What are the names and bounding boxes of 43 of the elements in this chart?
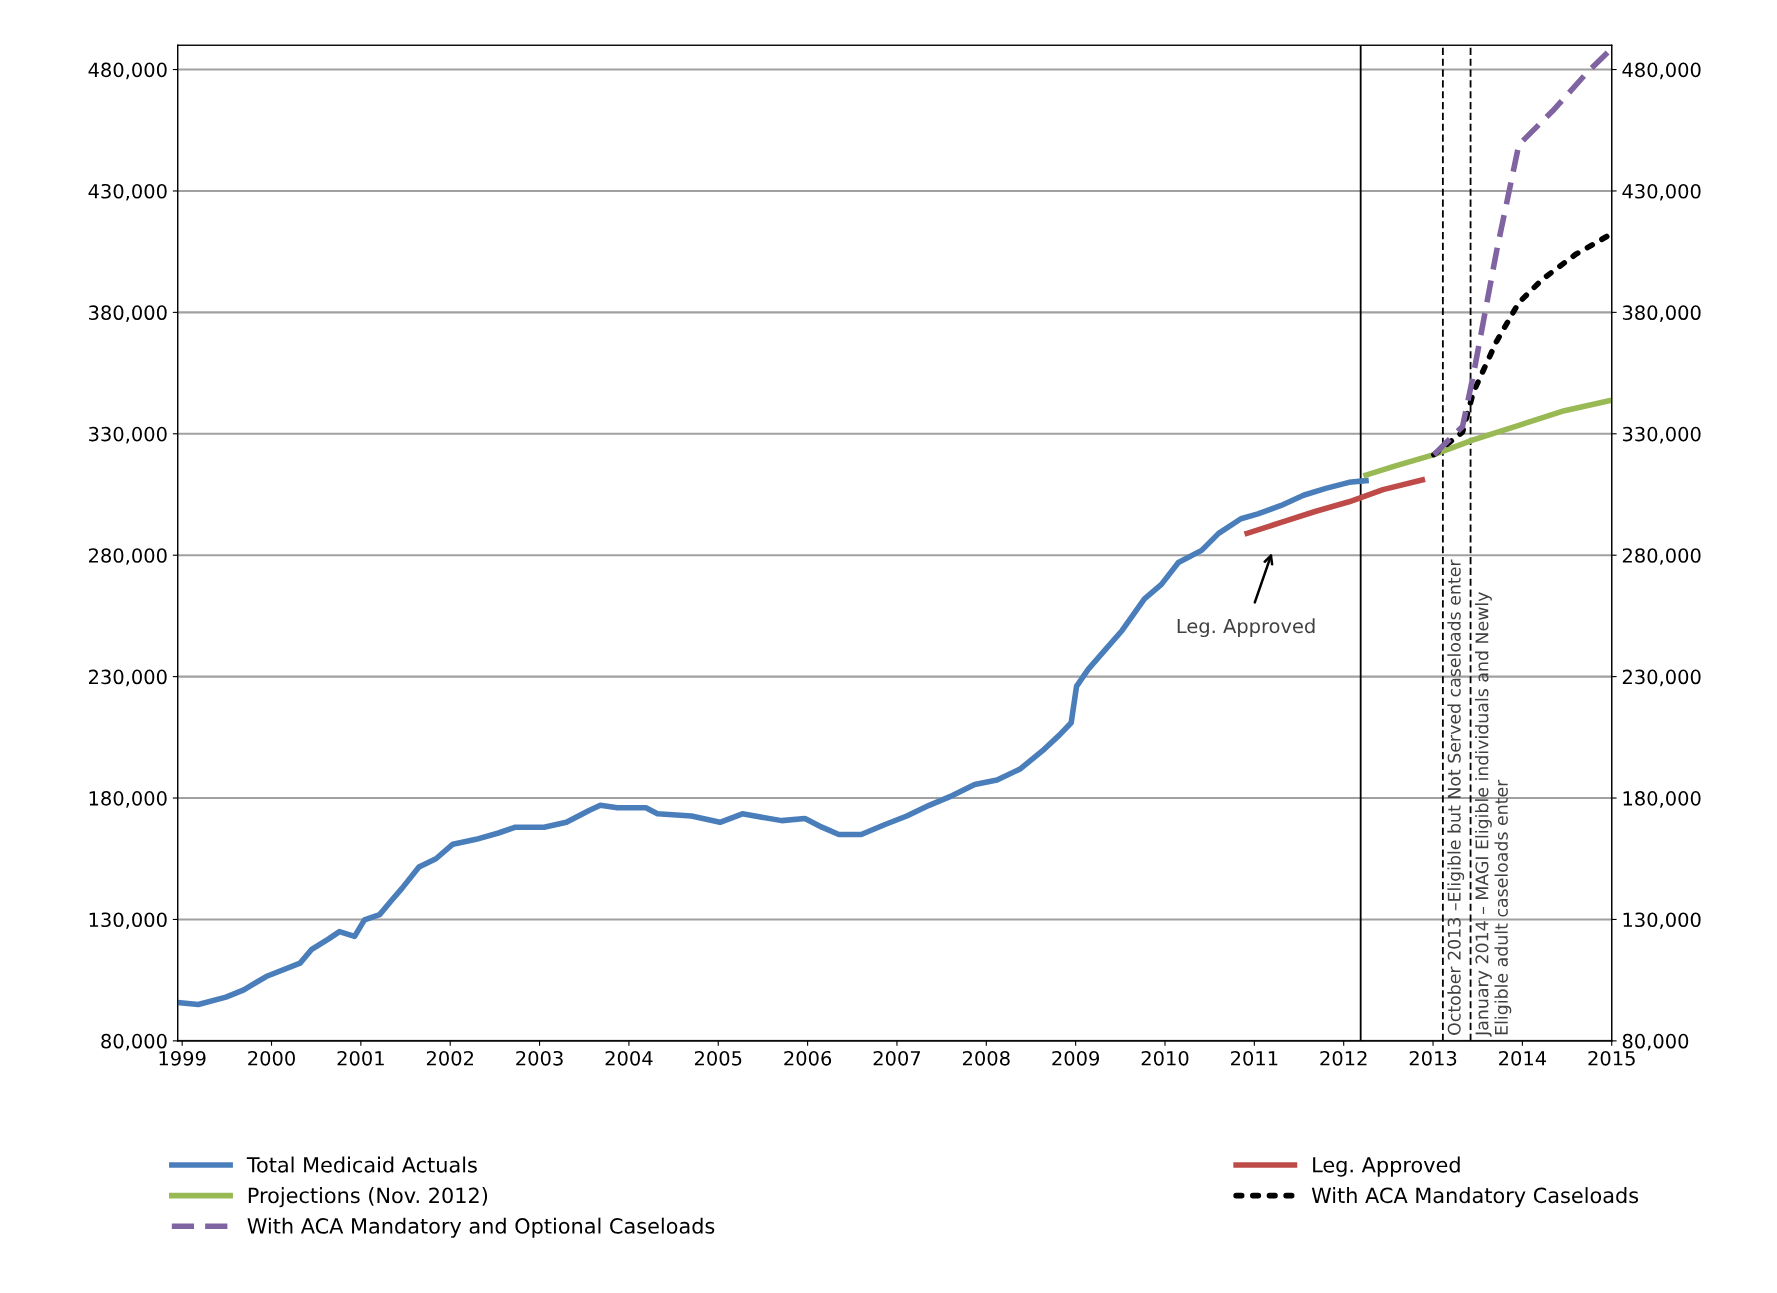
- x-tick-label: 2002: [426, 1050, 474, 1066]
- x-tick-label: 2011: [1231, 1050, 1278, 1066]
- legend-label: Projections (Nov. 2012): [248, 1187, 488, 1208]
- y-tick-label: 230,000: [88, 669, 167, 687]
- y2-tick-label: 180,000: [1623, 790, 1701, 808]
- y-tick-label: 130,000: [89, 912, 167, 930]
- y2-tick-label: 130,000: [1623, 912, 1701, 930]
- x-tick-label: 2000: [248, 1050, 295, 1066]
- y-tick-label: 80,000: [101, 1033, 167, 1051]
- y-tick-label: 330,000: [89, 426, 167, 444]
- y2-tick-label: 430,000: [1622, 183, 1701, 201]
- x-tick-label: 2014: [1499, 1050, 1547, 1066]
- x-tick-label: 2009: [1052, 1050, 1100, 1066]
- y2-tick-label: 280,000: [1622, 548, 1701, 565]
- y2-tick-label: 230,000: [1622, 669, 1701, 687]
- y2-tick-label: 380,000: [1622, 305, 1701, 323]
- x-tick-label: 2003: [516, 1050, 563, 1066]
- x-tick-label: 2006: [784, 1050, 832, 1066]
- legend-label: Leg. Approved: [1313, 1156, 1460, 1177]
- x-tick-label: 2010: [1141, 1050, 1189, 1066]
- y-tick-label: 280,000: [88, 548, 167, 565]
- x-tick-label: 1999: [159, 1050, 206, 1066]
- y-tick-label: 380,000: [89, 305, 167, 323]
- y2-tick-label: 330,000: [1622, 426, 1701, 444]
- y-tick-label: 430,000: [88, 183, 167, 201]
- x-tick-label: 2012: [1320, 1050, 1367, 1066]
- annotation: Leg. Approved: [1177, 618, 1315, 638]
- y2-tick-label: 80,000: [1622, 1033, 1689, 1051]
- x-tick-label: 2004: [605, 1050, 653, 1066]
- legend-label: With ACA Mandatory and Optional Caseloads: [247, 1217, 715, 1238]
- x-tick-label: 2007: [873, 1050, 921, 1066]
- ref-line-label: January 2014 – MAGI Eligible individuals and Newly Eligible adult caseloads enter: [1475, 592, 1512, 1037]
- legend-label: Total Medicaid Actuals: [246, 1156, 477, 1173]
- y-tick-label: 480,000: [88, 62, 167, 80]
- x-tick-label: 2008: [962, 1050, 1010, 1066]
- x-tick-label: 2005: [694, 1050, 742, 1066]
- x-tick-label: 2001: [337, 1050, 384, 1066]
- y2-tick-label: 480,000: [1622, 62, 1701, 80]
- y-tick-label: 180,000: [89, 790, 167, 808]
- legend-label: With ACA Mandatory Caseloads: [1311, 1187, 1639, 1208]
- ref-line-label: October 2013 –Eligible but Not Served caseloads enter: [1447, 559, 1465, 1035]
- x-tick-label: 2015: [1588, 1050, 1635, 1066]
- x-tick-label: 2013: [1409, 1050, 1457, 1066]
